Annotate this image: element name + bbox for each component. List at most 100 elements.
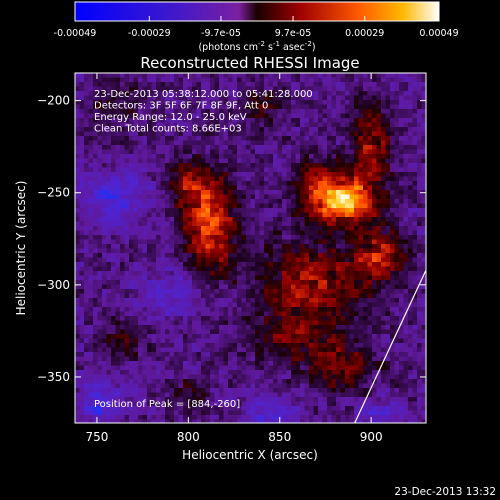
heatmap-pixel — [318, 415, 324, 421]
heatmap-pixel — [313, 347, 319, 353]
heatmap-pixel — [340, 73, 346, 79]
heatmap-pixel — [264, 248, 270, 254]
heatmap-pixel — [138, 86, 144, 92]
heatmap-pixel — [340, 172, 346, 178]
heatmap-pixel — [111, 136, 117, 142]
heatmap-pixel — [291, 266, 297, 272]
heatmap-pixel — [187, 100, 193, 106]
heatmap-pixel — [318, 325, 324, 331]
heatmap-pixel — [115, 356, 121, 362]
heatmap-pixel — [187, 86, 193, 92]
heatmap-pixel — [264, 338, 270, 344]
heatmap-pixel — [318, 185, 324, 191]
heatmap-pixel — [336, 383, 342, 389]
heatmap-pixel — [106, 208, 112, 214]
heatmap-pixel — [246, 199, 252, 205]
heatmap-pixel — [318, 271, 324, 277]
heatmap-pixel — [201, 235, 207, 241]
heatmap-pixel — [187, 374, 193, 380]
heatmap-pixel — [138, 329, 144, 335]
heatmap-pixel — [354, 388, 360, 394]
heatmap-pixel — [273, 140, 279, 146]
heatmap-pixel — [120, 131, 126, 137]
heatmap-pixel — [264, 320, 270, 326]
heatmap-pixel — [286, 289, 292, 295]
heatmap-pixel — [327, 131, 333, 137]
heatmap-pixel — [147, 406, 153, 412]
heatmap-pixel — [201, 410, 207, 416]
heatmap-pixel — [246, 104, 252, 110]
heatmap-pixel — [349, 392, 355, 398]
heatmap-pixel — [124, 127, 130, 133]
heatmap-pixel — [313, 136, 319, 142]
heatmap-pixel — [147, 199, 153, 205]
heatmap-pixel — [102, 208, 108, 214]
heatmap-pixel — [250, 181, 256, 187]
heatmap-pixel — [291, 212, 297, 218]
heatmap-pixel — [345, 262, 351, 268]
heatmap-pixel — [201, 109, 207, 115]
heatmap-pixel — [147, 365, 153, 371]
heatmap-pixel — [264, 91, 270, 97]
heatmap-pixel — [331, 230, 337, 236]
heatmap-pixel — [237, 356, 243, 362]
heatmap-pixel — [286, 95, 292, 101]
heatmap-pixel — [304, 388, 310, 394]
heatmap-pixel — [223, 91, 229, 97]
heatmap-pixel — [246, 415, 252, 421]
heatmap-pixel — [84, 73, 90, 79]
heatmap-pixel — [192, 190, 198, 196]
heatmap-pixel — [219, 109, 225, 115]
heatmap-pixel — [327, 109, 333, 115]
heatmap-pixel — [115, 406, 121, 412]
heatmap-pixel — [192, 194, 198, 200]
heatmap-pixel — [246, 271, 252, 277]
heatmap-pixel — [345, 86, 351, 92]
heatmap-pixel — [313, 329, 319, 335]
heatmap-pixel — [129, 307, 135, 313]
heatmap-pixel — [304, 397, 310, 403]
heatmap-pixel — [327, 289, 333, 295]
heatmap-pixel — [142, 203, 148, 209]
heatmap-pixel — [151, 325, 157, 331]
heatmap-pixel — [120, 100, 126, 106]
heatmap-pixel — [156, 212, 162, 218]
heatmap-pixel — [75, 239, 81, 245]
heatmap-pixel — [124, 374, 130, 380]
heatmap-pixel — [79, 109, 85, 115]
heatmap-pixel — [273, 131, 279, 137]
heatmap-pixel — [133, 320, 139, 326]
heatmap-pixel — [336, 208, 342, 214]
heatmap-pixel — [169, 275, 175, 281]
heatmap-pixel — [111, 212, 117, 218]
heatmap-pixel — [183, 325, 189, 331]
heatmap-pixel — [169, 415, 175, 421]
heatmap-pixel — [111, 406, 117, 412]
heatmap-pixel — [282, 163, 288, 169]
heatmap-pixel — [300, 158, 306, 164]
heatmap-pixel — [84, 329, 90, 335]
heatmap-pixel — [259, 352, 265, 358]
heatmap-pixel — [336, 127, 342, 133]
heatmap-pixel — [241, 415, 247, 421]
heatmap-pixel — [358, 347, 364, 353]
heatmap-pixel — [223, 158, 229, 164]
heatmap-pixel — [205, 307, 211, 313]
heatmap-pixel — [345, 253, 351, 259]
heatmap-pixel — [241, 325, 247, 331]
chart-title: Reconstructed RHESSI Image — [140, 54, 359, 72]
heatmap-pixel — [354, 86, 360, 92]
heatmap-pixel — [142, 104, 148, 110]
heatmap-pixel — [327, 275, 333, 281]
heatmap-pixel — [214, 185, 220, 191]
heatmap-pixel — [169, 410, 175, 416]
heatmap-pixel — [318, 91, 324, 97]
heatmap-pixel — [313, 172, 319, 178]
heatmap-pixel — [156, 329, 162, 335]
heatmap-pixel — [286, 230, 292, 236]
heatmap-pixel — [210, 253, 216, 259]
heatmap-pixel — [228, 154, 234, 160]
heatmap-pixel — [79, 356, 85, 362]
heatmap-pixel — [228, 388, 234, 394]
heatmap-pixel — [246, 325, 252, 331]
